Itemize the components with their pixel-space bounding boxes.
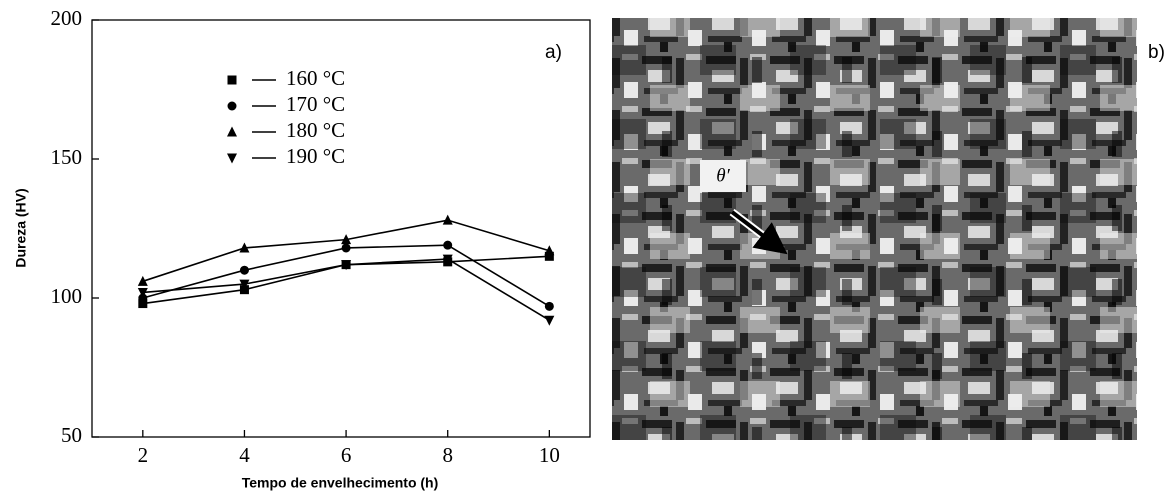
x-tick-label: 2: [138, 443, 149, 467]
marker: [239, 265, 249, 275]
marker: [239, 285, 249, 295]
micrograph: θ′: [612, 18, 1137, 440]
marker: [137, 287, 148, 298]
y-axis-title: Dureza (HV): [13, 188, 29, 267]
marker: [341, 243, 351, 253]
x-tick-label: 6: [341, 443, 352, 467]
plot-frame: [91, 19, 591, 438]
marker: [544, 301, 554, 311]
marker: [239, 242, 250, 253]
y-tick-label: 50: [61, 423, 82, 447]
x-tick-label: 10: [539, 443, 560, 467]
legend-marker: [227, 126, 237, 137]
marker: [341, 260, 352, 271]
legend-marker: [227, 75, 237, 85]
marker: [442, 214, 453, 225]
marker: [544, 251, 554, 261]
legend-marker: [227, 153, 237, 164]
x-tick-label: 8: [442, 443, 453, 467]
marker: [137, 275, 148, 286]
series-line: [142, 244, 550, 308]
x-tick-label: 4: [239, 443, 250, 467]
legend-label: 160 °C: [286, 66, 345, 90]
annotation-box: [700, 160, 746, 192]
legend-label: 180 °C: [286, 118, 345, 142]
arrow: [730, 210, 788, 255]
marker: [138, 299, 148, 309]
panel-label: b): [1148, 42, 1165, 63]
marker: [544, 245, 555, 256]
x-axis-title: Tempo de envelhecimento (h): [242, 475, 439, 491]
marker: [138, 293, 148, 303]
y-tick-label: 150: [51, 145, 83, 169]
micrograph-texture: [612, 18, 1137, 440]
marker: [341, 234, 352, 245]
legend-marker: [227, 101, 237, 111]
y-tick-label: 200: [51, 6, 83, 30]
micrograph-annotation: θ′: [716, 165, 730, 186]
marker: [443, 240, 453, 250]
marker: [239, 279, 250, 290]
legend-label: 170 °C: [286, 92, 345, 116]
panel-label: a): [545, 42, 562, 63]
marker: [544, 315, 555, 326]
legend-label: 190 °C: [286, 144, 345, 168]
y-tick-label: 100: [51, 284, 83, 308]
marker: [442, 254, 453, 265]
